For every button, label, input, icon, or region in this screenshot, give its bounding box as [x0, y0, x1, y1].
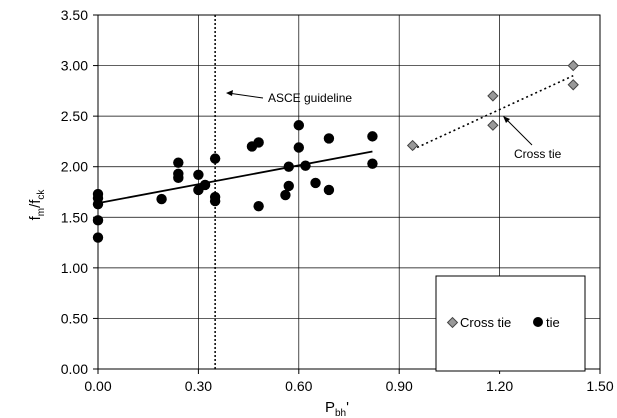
legend-box — [435, 275, 586, 372]
tie-point — [253, 137, 264, 148]
cross-tie-point — [567, 79, 579, 91]
tie-point — [209, 153, 221, 164]
x-axis-label: Pbh' — [325, 399, 349, 418]
tie-point — [199, 179, 211, 191]
tick-label-layer: 0.00 0.50 1.00 1.50 2.00 2.50 3.00 3.50 0.00 0.30… — [61, 7, 614, 394]
annotation-crosstie-label: Cross tie — [514, 147, 562, 161]
tie-point — [300, 160, 311, 171]
x-tick-label: 0.90 — [386, 378, 413, 394]
x-tick-label: 0.00 — [84, 378, 111, 394]
tie-point — [156, 193, 167, 205]
tie-point — [323, 133, 335, 144]
tie-point — [310, 177, 321, 189]
y-tick-label: 1.00 — [61, 260, 88, 276]
annotation-asce-label: ASCE guideline — [268, 91, 352, 105]
x-tick-label: 0.60 — [285, 378, 312, 394]
legend-label-tie: tie — [546, 315, 560, 330]
y-axis-label: fm/fck — [27, 189, 47, 221]
tie-point — [367, 131, 378, 142]
legend-label-cross-tie: Cross tie — [460, 315, 511, 330]
cross-tie-trendline — [412, 74, 574, 151]
trendline-layer — [97, 74, 574, 205]
tie-point — [209, 195, 221, 207]
tie-point — [283, 180, 294, 192]
tie-point — [283, 161, 294, 172]
annotation-asce-arrow — [227, 92, 264, 99]
cross-tie-point — [406, 139, 419, 152]
y-tick-label: 0.00 — [61, 361, 88, 377]
annotation-crosstie: Cross tie — [503, 116, 562, 161]
tie-point — [173, 157, 184, 168]
y-tick-label: 3.50 — [61, 7, 88, 23]
y-tick-label: 2.00 — [61, 159, 88, 175]
y-tick-label: 3.00 — [61, 58, 88, 74]
legend-marker-tie — [533, 317, 543, 327]
tie-point — [280, 189, 291, 201]
y-tick-label: 1.50 — [61, 209, 88, 225]
legend-marker-cross-tie — [446, 316, 459, 329]
tie-point — [293, 120, 304, 131]
points-layer — [92, 59, 579, 243]
tie-trendline — [97, 150, 373, 205]
annotation-crosstie-arrowhead — [503, 116, 510, 123]
annotation-asce: ASCE guideline — [226, 90, 352, 105]
tie-point — [323, 184, 335, 196]
tie-point — [253, 200, 264, 212]
tie-point — [293, 142, 304, 153]
y-tick-label: 0.50 — [61, 310, 88, 326]
cross-tie-point — [567, 59, 579, 72]
legend: Cross tie tie — [435, 275, 586, 372]
plot-area-frame — [97, 14, 601, 370]
tie-point — [173, 172, 184, 184]
y-tick-label: 2.50 — [61, 108, 88, 124]
cross-tie-point — [487, 119, 499, 131]
tie-point — [193, 169, 204, 181]
x-tick-label: 0.30 — [185, 378, 212, 394]
annotation-asce-arrowhead — [226, 90, 233, 96]
x-tick-label: 1.20 — [486, 378, 513, 394]
annotation-crosstie-arrow — [504, 117, 533, 146]
cross-tie-point — [487, 90, 499, 102]
tie-point — [367, 158, 378, 169]
x-tick-label: 1.50 — [586, 378, 613, 394]
